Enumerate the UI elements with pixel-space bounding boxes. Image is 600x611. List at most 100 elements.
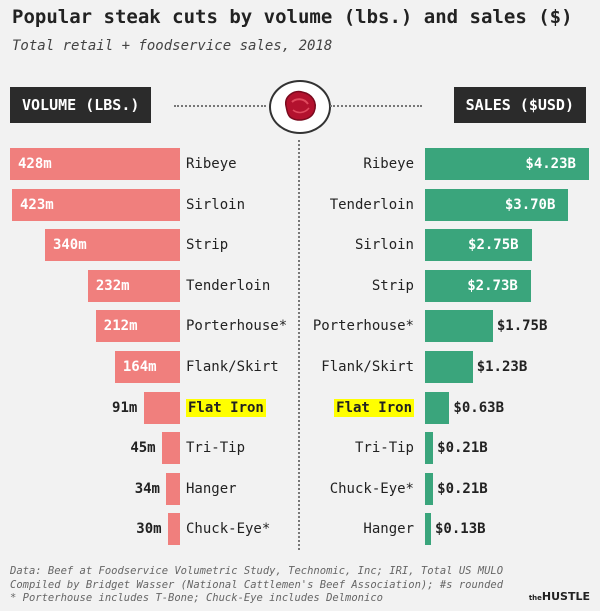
volume-value: 164m [122, 359, 157, 375]
sales-bar [425, 391, 450, 424]
sales-row: $3.70B Tenderloin [0, 188, 600, 221]
sales-category-label: Flat Iron [334, 392, 414, 424]
sales-bar [425, 148, 589, 180]
volume-bar [95, 310, 180, 343]
chart-subtitle: Total retail + foodservice sales, 2018 [12, 38, 333, 54]
sales-category-label: Sirloin [355, 229, 414, 261]
sales-row: $1.23B Flank/Skirt [0, 351, 600, 383]
footer-notes: Data: Beef at Foodservice Volumetric Stu… [10, 565, 503, 606]
volume-row: 34m Hanger [0, 472, 600, 505]
sales-value: $0.21B [437, 480, 488, 497]
volume-value: 423m [19, 196, 54, 213]
sales-bar [425, 472, 434, 505]
sales-category-label: Chuck-Eye* [330, 473, 414, 505]
center-divider [298, 140, 300, 550]
footer-credit: Compiled by Bridget Wasser (National Cat… [10, 578, 504, 591]
volume-category-text: Strip [186, 237, 229, 254]
volume-value: 45m [130, 440, 156, 457]
sales-value: $0.63B [453, 399, 504, 416]
volume-row: 164m Flank/Skirt [0, 351, 600, 383]
volume-category-label: Flat Iron [186, 392, 266, 424]
volume-bar [87, 269, 180, 302]
volume-row: 45m Tri-Tip [0, 432, 600, 465]
volume-category-label: Ribeye [186, 148, 237, 180]
volume-bar [114, 351, 180, 383]
footer-source: Data: Beef at Foodservice Volumetric Stu… [10, 565, 504, 577]
volume-category-label: Strip [186, 229, 228, 261]
sales-row: $0.13B Hanger [0, 513, 600, 546]
sales-category-text: Chuck-Eye* [329, 480, 414, 497]
sales-row: $0.63B Flat Iron [0, 391, 600, 424]
sales-category-text: Flank/Skirt [321, 359, 414, 375]
volume-category-text: Tenderloin [186, 277, 271, 294]
steak-icon [269, 80, 331, 134]
chart-title: Popular steak cuts by volume (lbs.) and … [12, 6, 573, 28]
sales-value: $0.21B [437, 440, 488, 457]
volume-category-label: Flank/Skirt [186, 351, 279, 383]
volume-category-label: Hanger [186, 473, 237, 505]
volume-value: 34m [134, 480, 160, 497]
sales-header: SALES ($USD) [453, 87, 586, 123]
volume-category-text: Porterhouse* [186, 318, 288, 335]
sales-value: $1.23B [476, 359, 528, 375]
sales-category-text: Ribeye [363, 156, 414, 172]
volume-value: 30m [136, 521, 162, 538]
sales-row: $2.75B Sirloin [0, 229, 600, 262]
volume-value: 212m [103, 318, 138, 335]
volume-bar [162, 432, 180, 465]
volume-bar [44, 229, 180, 262]
sales-bar [425, 188, 569, 221]
sales-bar [425, 351, 473, 383]
volume-row: 428m Ribeye [0, 148, 600, 180]
volume-value: 428m [18, 156, 52, 172]
sales-bar [425, 269, 531, 302]
volume-category-label: Tenderloin [186, 270, 270, 302]
volume-category-text: Flank/Skirt [186, 359, 279, 375]
sales-row: $0.21B Tri-Tip [0, 432, 600, 465]
volume-row: 423m Sirloin [0, 188, 600, 221]
volume-row: 232m Tenderloin [0, 269, 600, 302]
sales-category-text: Sirloin [354, 237, 414, 254]
sales-row: $2.73B Strip [0, 269, 600, 302]
volume-header: VOLUME (LBS.) [10, 87, 152, 123]
volume-bar [168, 513, 180, 546]
volume-category-text: Ribeye [186, 156, 237, 172]
volume-row: 91m Flat Iron [0, 391, 600, 424]
volume-row: 30m Chuck-Eye* [0, 513, 600, 546]
sales-category-text: Porterhouse* [312, 318, 414, 335]
volume-category-text: Tri-Tip [186, 440, 246, 457]
sales-value: $4.23B [525, 156, 576, 172]
sales-category-label: Ribeye [363, 148, 414, 180]
sales-value: $0.13B [435, 521, 486, 538]
volume-category-label: Tri-Tip [186, 432, 245, 464]
volume-category-text: Sirloin [186, 196, 246, 213]
sales-value: $1.75B [496, 318, 548, 335]
volume-bar [166, 472, 180, 505]
sales-value: $3.70B [504, 196, 556, 213]
header-dash-right [330, 105, 422, 107]
volume-category-text: Flat Iron [186, 398, 266, 417]
sales-bar [425, 229, 532, 262]
sales-category-label: Hanger [363, 513, 414, 545]
volume-value: 91m [112, 399, 138, 416]
hustle-logo: theHUSTLE [528, 590, 590, 603]
sales-category-text: Strip [371, 277, 414, 294]
volume-bar [11, 188, 180, 221]
sales-category-label: Tri-Tip [355, 432, 414, 464]
volume-category-text: Hanger [186, 480, 237, 497]
header-dash-left [174, 105, 266, 107]
footer-footnote: * Porterhouse includes T-Bone; Chuck-Eye… [10, 592, 383, 604]
volume-category-label: Porterhouse* [186, 310, 287, 342]
volume-value: 340m [52, 237, 87, 254]
volume-value: 232m [95, 277, 130, 294]
volume-row: 340m Strip [0, 229, 600, 262]
sales-value: $2.73B [467, 277, 518, 294]
sales-row: $1.75B Porterhouse* [0, 310, 600, 343]
volume-bar [10, 148, 180, 180]
sales-category-text: Flat Iron [334, 398, 414, 417]
sales-value: $2.75B [468, 237, 519, 254]
sales-bar [425, 432, 434, 465]
sales-category-label: Porterhouse* [313, 310, 414, 342]
